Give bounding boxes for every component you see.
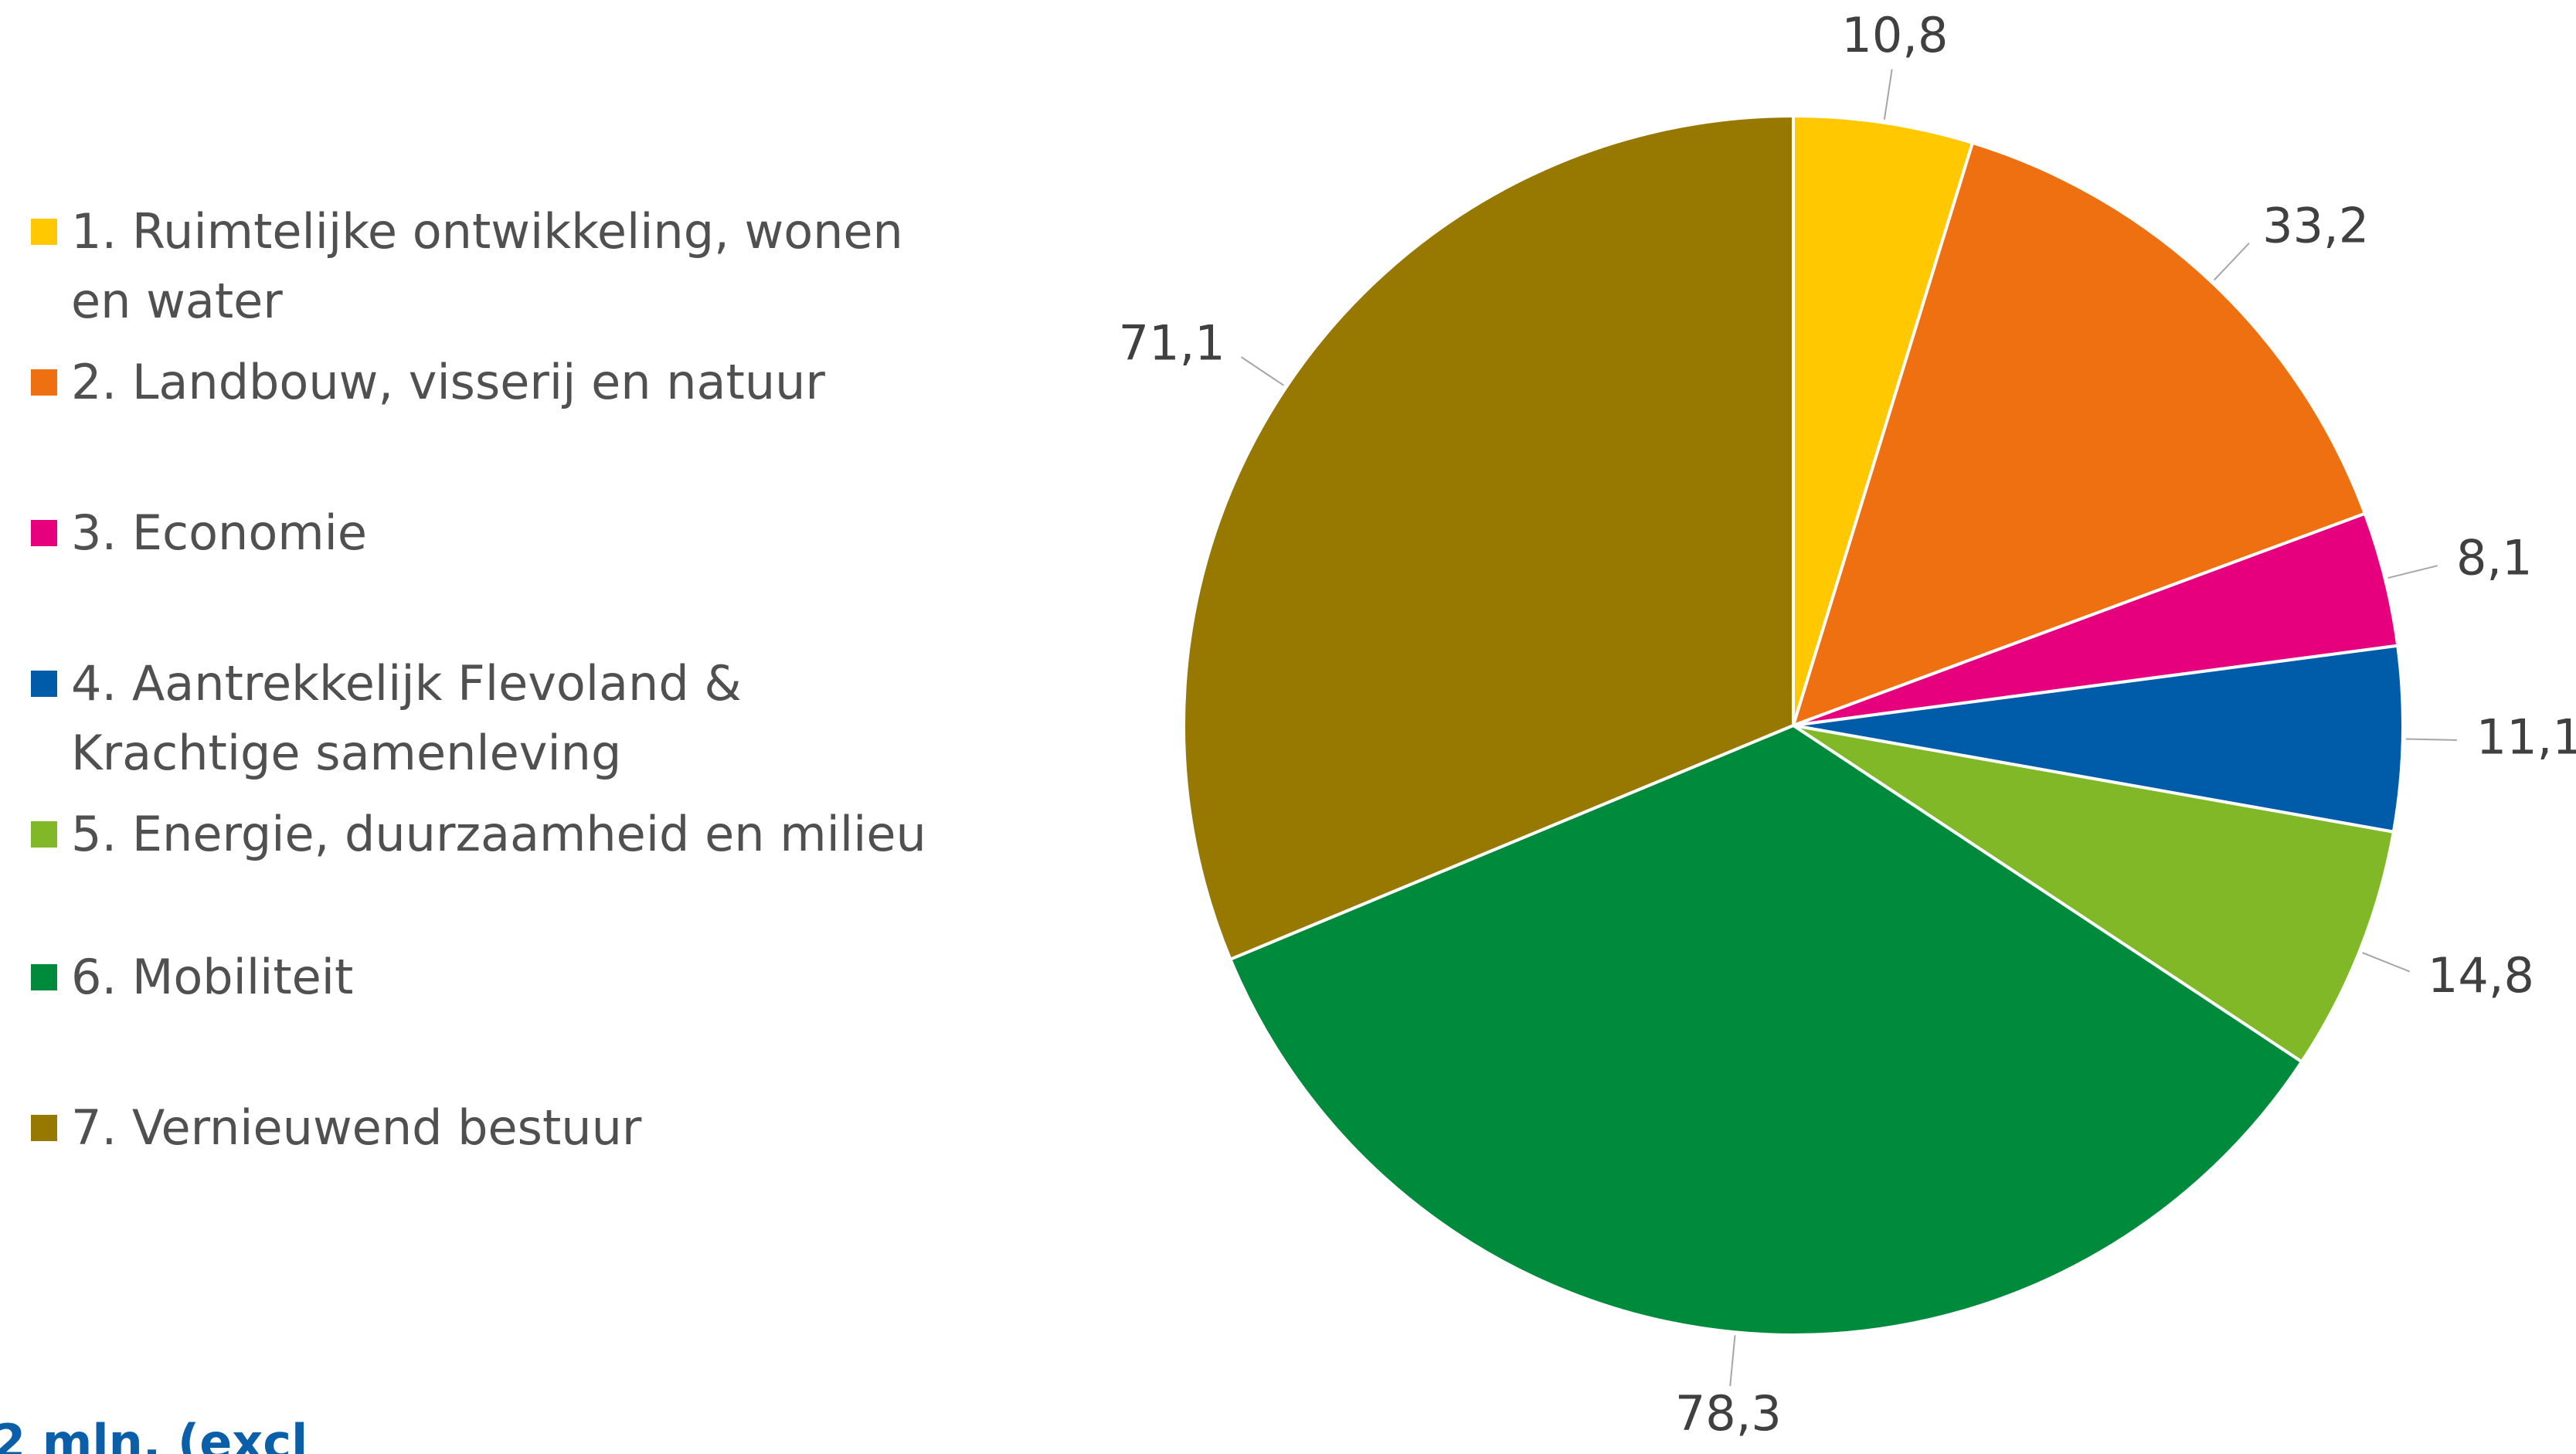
data-label: 78,3 [1675,1385,1782,1442]
leader-line [2387,565,2438,579]
legend-label: 7. Vernieuwend bestuur [71,1099,642,1156]
pie-slice [1182,114,1795,962]
legend-item: 5. Energie, duurzaamheid en milieu [31,800,943,869]
legend-label: 4. Aantrekkelijk Flevoland & Krachtige s… [71,655,742,781]
legend-item: 4. Aantrekkelijk Flevoland & Krachtige s… [31,649,943,788]
data-label: 10,8 [1841,7,1948,63]
legend-item: 1. Ruimtelijke ontwikkeling, wonen en wa… [31,197,943,336]
footnote: 2 mln. (excl [0,1414,308,1454]
data-label: 14,8 [2428,947,2534,1004]
data-label: 33,2 [2262,198,2369,254]
data-label: 11,1 [2476,709,2576,766]
legend-label: 5. Energie, duurzaamheid en milieu [71,806,926,862]
leader-line [1240,356,1284,386]
legend-label: 1. Ruimtelijke ontwikkeling, wonen en wa… [71,203,903,329]
legend-swatch [31,520,57,546]
legend-swatch [31,219,57,245]
legend-swatch [31,964,57,990]
data-label: 8,1 [2456,529,2533,586]
legend-item: 3. Economie [31,498,943,568]
leader-line [1729,1335,1736,1387]
legend-label: 6. Mobiliteit [71,949,354,1005]
legend-swatch [31,1115,57,1141]
pie-slice [1793,644,2404,834]
legend-item: 2. Landbouw, visserij en natuur [31,348,943,417]
legend-item: 7. Vernieuwend bestuur [31,1093,943,1163]
legend-swatch [31,671,57,697]
leader-line [2405,738,2457,741]
leader-line [2213,242,2250,281]
pie-slice [1792,724,2396,1065]
leader-line [1883,69,1893,120]
legend-label: 2. Landbouw, visserij en natuur [71,354,825,410]
legend-label: 3. Economie [71,504,368,561]
leader-line [2362,952,2411,973]
pie-slice [1228,723,2304,1337]
pie-slice [1792,114,1975,726]
legend-swatch [31,369,57,396]
legend-swatch [31,821,57,848]
legend-item: 6. Mobiliteit [31,943,943,1012]
data-label: 71,1 [1119,314,1225,371]
pie-slice [1790,141,2367,729]
